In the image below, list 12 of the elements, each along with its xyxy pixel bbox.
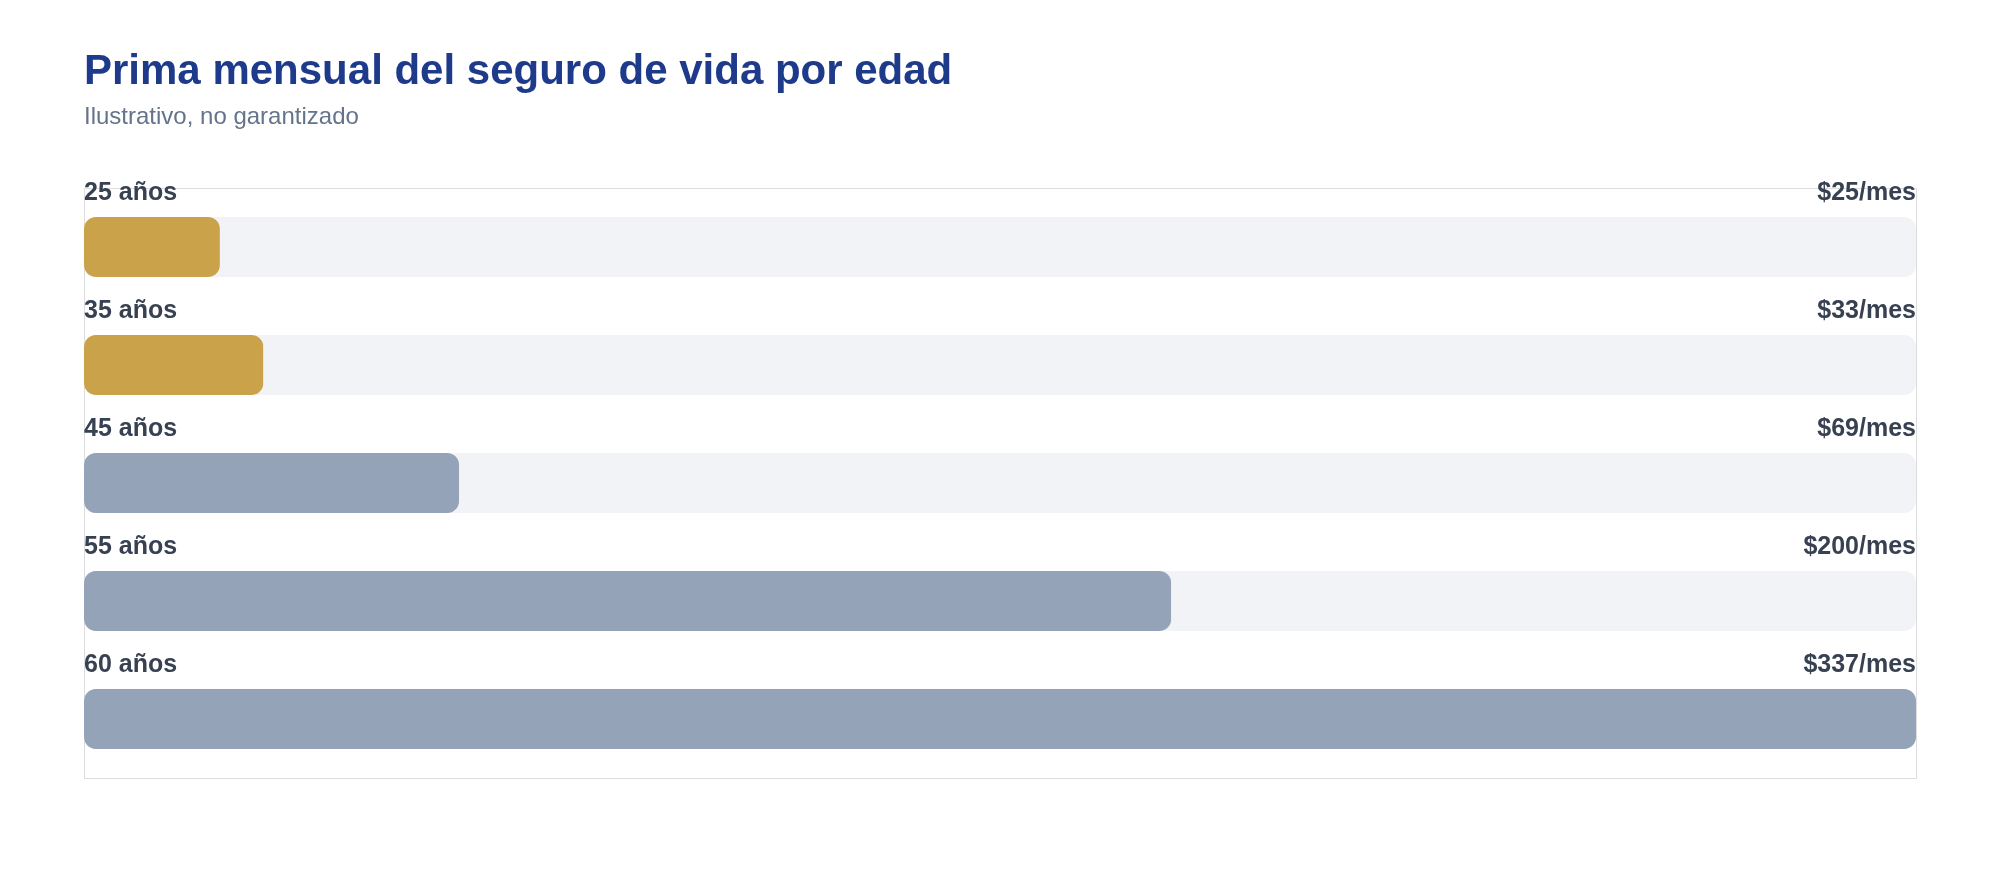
y-tick-label: 60 años	[84, 649, 178, 677]
y-tick-label: 45 años	[84, 413, 178, 441]
y-tick-label: 25 años	[84, 177, 178, 205]
data-label: $200/mes	[1803, 531, 1916, 559]
data-label: $337/mes	[1803, 649, 1916, 677]
data-label: $33/mes	[1817, 295, 1916, 323]
chart-title: Prima mensual del seguro de vida por edad	[84, 46, 953, 93]
chart-subtitle: Ilustrativo, no garantizado	[84, 102, 359, 129]
data-label: $69/mes	[1817, 413, 1916, 441]
y-tick-label: 35 años	[84, 295, 178, 323]
y-tick-label: 55 años	[84, 531, 178, 559]
data-label: $25/mes	[1817, 177, 1916, 205]
